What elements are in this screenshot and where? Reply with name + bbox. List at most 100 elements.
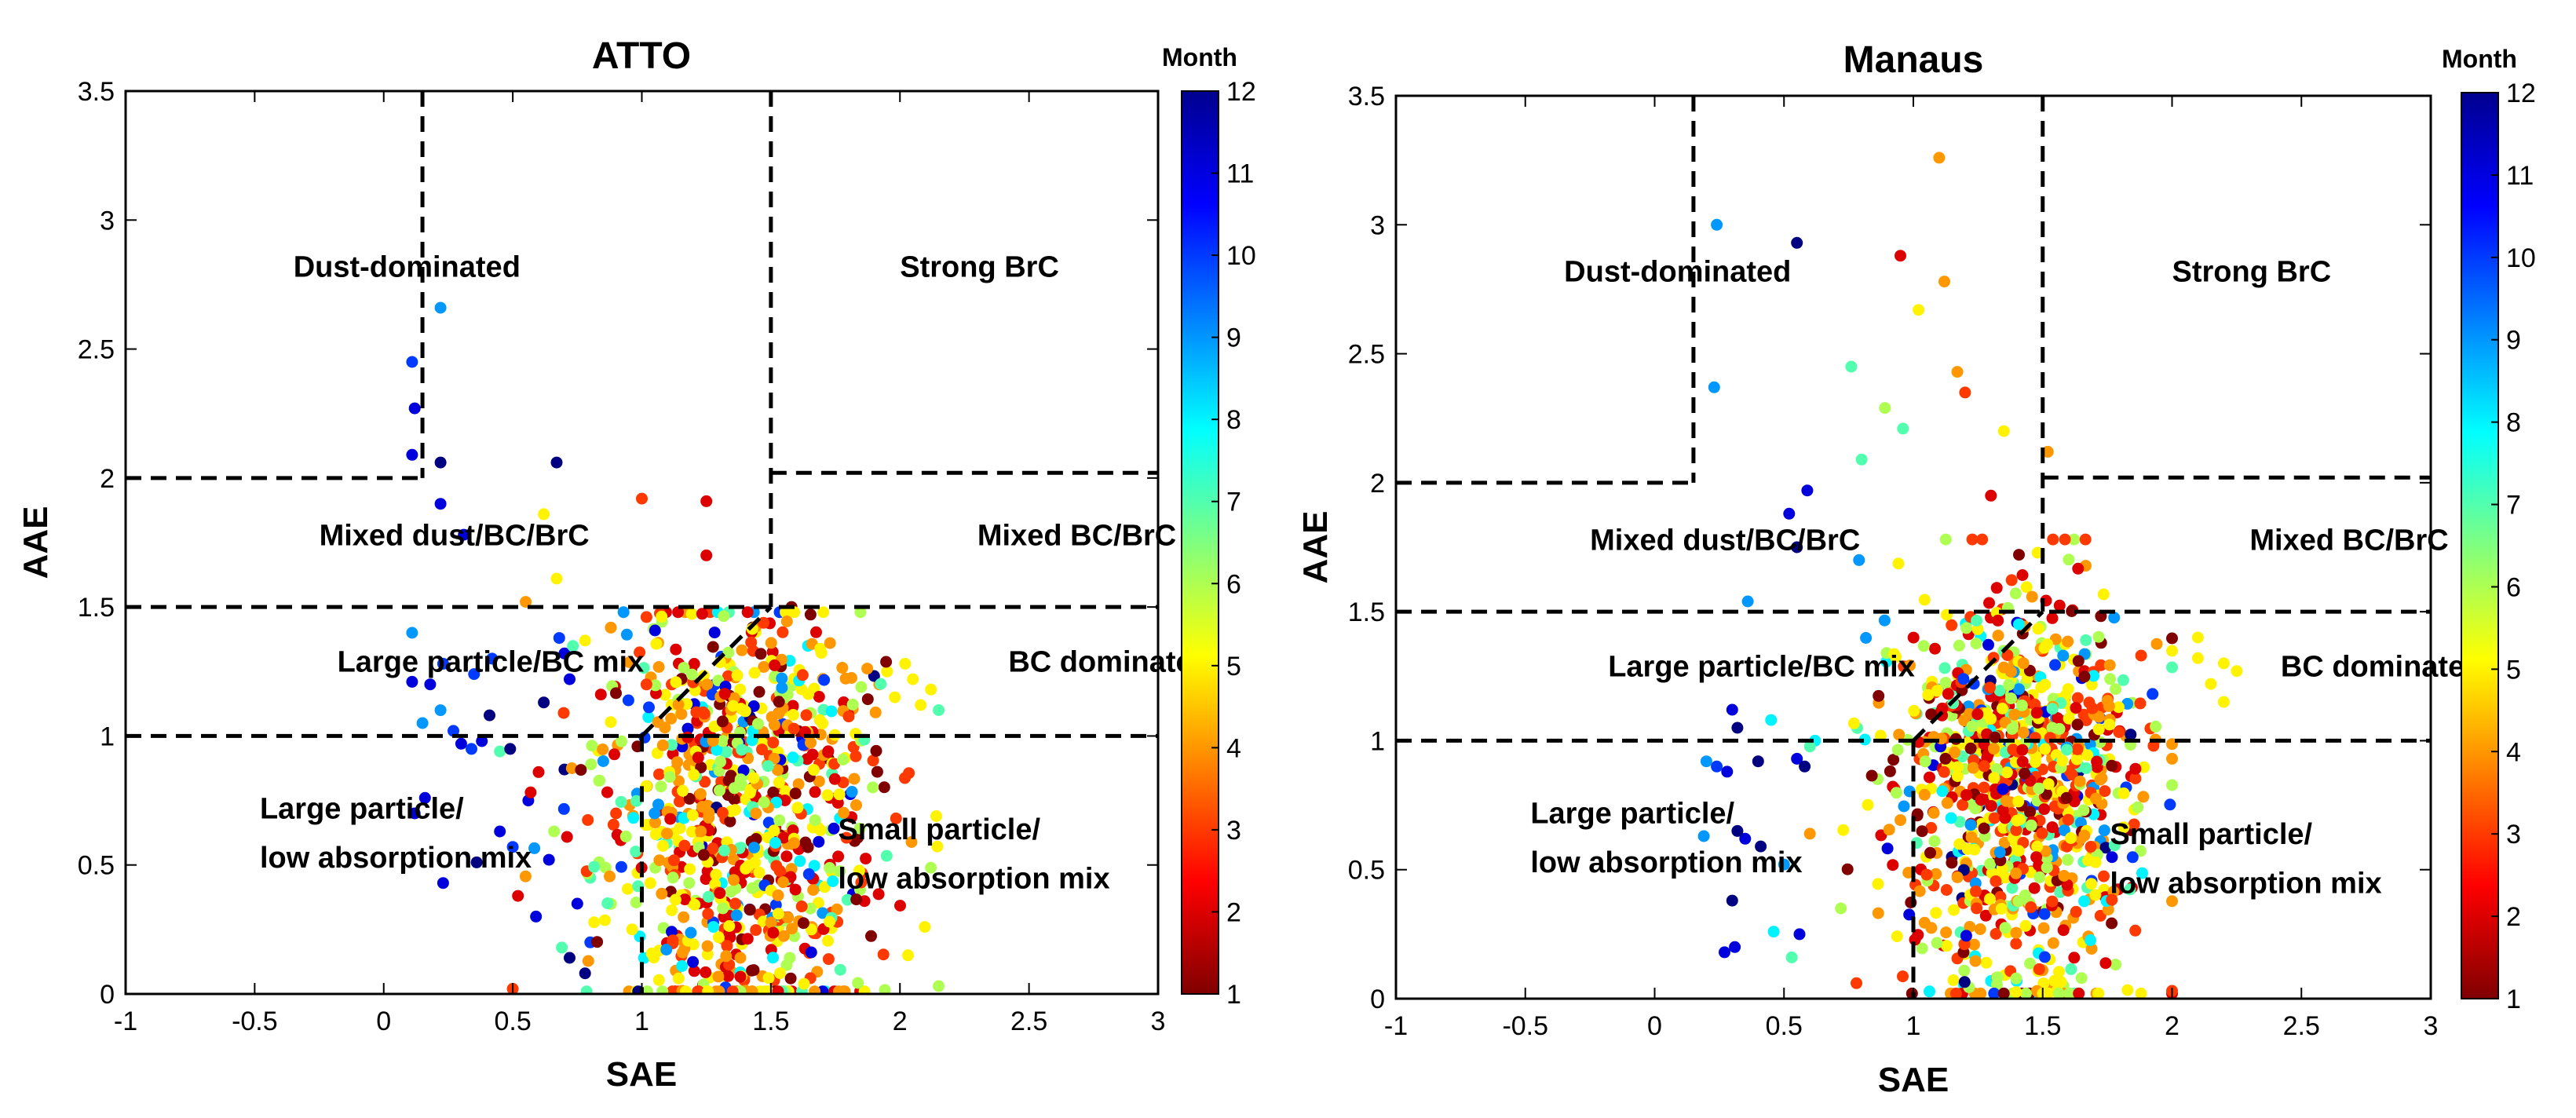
data-point <box>2010 937 2022 950</box>
data-point <box>767 736 780 749</box>
y-tick-label: 0 <box>1370 985 1385 1014</box>
colorbar-tick-label: 3 <box>1226 816 1241 846</box>
data-point <box>2103 700 2115 712</box>
data-point <box>437 877 449 890</box>
data-point <box>1936 702 1949 714</box>
data-point <box>2070 702 2082 714</box>
data-point <box>824 915 835 928</box>
data-point <box>599 861 612 874</box>
data-point <box>608 748 620 761</box>
data-point <box>825 705 838 718</box>
data-point <box>1935 733 1948 745</box>
data-point <box>933 980 945 992</box>
data-point <box>2166 779 2178 791</box>
region-label: Small particle/ <box>2110 818 2312 851</box>
data-point <box>1936 785 1949 798</box>
data-point <box>1988 812 2001 824</box>
data-point <box>2075 972 2088 985</box>
data-point <box>734 970 747 983</box>
data-point <box>1970 638 1982 650</box>
data-point <box>2079 533 2092 546</box>
data-point <box>610 807 623 820</box>
data-point <box>1726 703 1738 716</box>
data-point <box>1924 846 1936 859</box>
data-point <box>750 924 762 937</box>
data-point <box>2046 722 2059 734</box>
data-point <box>730 909 743 922</box>
data-point <box>434 704 447 717</box>
data-point <box>2016 755 2029 768</box>
data-point <box>809 985 821 994</box>
data-point <box>1990 927 2002 940</box>
data-point <box>2052 712 2064 725</box>
data-point <box>594 774 606 787</box>
data-point <box>1897 422 1909 435</box>
data-point <box>2166 752 2178 765</box>
data-point <box>1960 622 1972 634</box>
data-point <box>1874 729 1887 742</box>
data-point <box>767 926 780 939</box>
data-point <box>2068 952 2081 964</box>
data-point <box>777 876 789 889</box>
y-tick-label: 0 <box>100 980 115 1010</box>
data-point <box>2106 851 2118 864</box>
data-point <box>1872 878 1884 890</box>
data-point <box>2070 905 2082 918</box>
data-point <box>2007 744 2019 756</box>
data-point <box>2134 697 2147 710</box>
data-point <box>2135 987 2147 999</box>
data-point <box>1879 402 1891 415</box>
colorbar-gradient <box>2461 92 2499 999</box>
data-point <box>585 758 597 771</box>
data-point <box>1893 729 1906 741</box>
data-point <box>2005 692 2017 704</box>
x-tick-label: -1 <box>114 1007 137 1036</box>
data-point <box>842 711 855 723</box>
region-labels: Dust-dominated Strong BrC Mixed dust/BC/Br… <box>1530 256 2483 901</box>
data-point <box>1999 922 2011 934</box>
data-point <box>683 792 696 805</box>
data-point <box>1719 946 1730 959</box>
data-point <box>2092 987 2105 999</box>
data-point <box>695 762 707 773</box>
data-point <box>1990 582 2003 594</box>
data-point <box>1711 218 1723 231</box>
colorbar-title: Month <box>1162 43 1237 71</box>
data-point <box>2068 533 2081 546</box>
data-point <box>1964 742 1977 754</box>
data-point <box>686 825 698 838</box>
data-point <box>2103 718 2116 731</box>
data-point <box>504 743 517 755</box>
data-point <box>494 745 506 758</box>
data-point <box>707 842 719 855</box>
data-point <box>1940 940 1953 952</box>
data-point <box>2033 782 2045 795</box>
data-point <box>1939 677 1952 689</box>
data-point <box>734 952 747 964</box>
data-point <box>2017 726 2030 739</box>
colorbar-tick-label: 2 <box>2506 902 2521 932</box>
data-point <box>714 887 726 899</box>
data-point <box>869 706 882 718</box>
x-tick-label: -0.5 <box>232 1007 278 1036</box>
data-point <box>746 964 758 977</box>
data-point <box>2011 814 2023 827</box>
data-point <box>712 970 725 983</box>
data-point <box>556 941 568 954</box>
data-point <box>671 756 684 769</box>
colorbar-tick-label: 12 <box>2506 79 2536 108</box>
data-point <box>664 813 677 825</box>
colorbar-title: Month <box>2442 45 2517 73</box>
data-point <box>2099 785 2111 798</box>
data-point <box>2065 963 2077 975</box>
region-label: low absorption mix <box>2110 867 2381 900</box>
data-point <box>837 754 850 765</box>
data-point <box>701 948 714 961</box>
data-point <box>1700 755 1712 768</box>
data-point <box>769 837 781 849</box>
colorbar-tick-label: 4 <box>1226 733 1241 763</box>
data-point <box>881 665 893 678</box>
data-point <box>2081 749 2094 762</box>
data-point <box>2086 702 2099 714</box>
